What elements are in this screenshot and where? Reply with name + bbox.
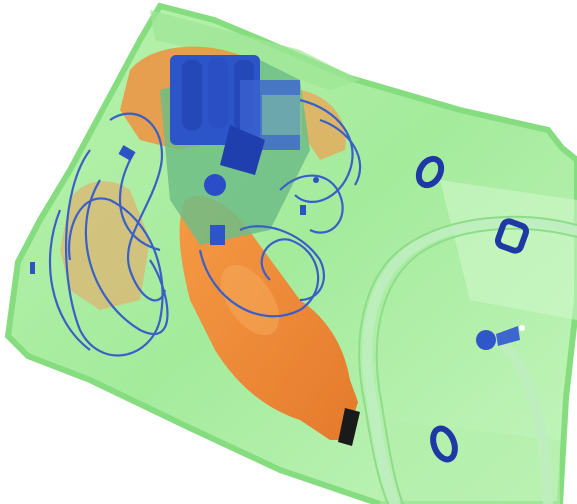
electronics-board <box>160 55 310 245</box>
organic-left-pouch <box>60 181 150 310</box>
cables <box>48 98 362 357</box>
zipper-pulls <box>415 155 530 463</box>
strap <box>362 216 577 504</box>
bottle <box>179 196 360 446</box>
metal-fragments <box>30 145 319 274</box>
strap-outline <box>358 215 577 504</box>
